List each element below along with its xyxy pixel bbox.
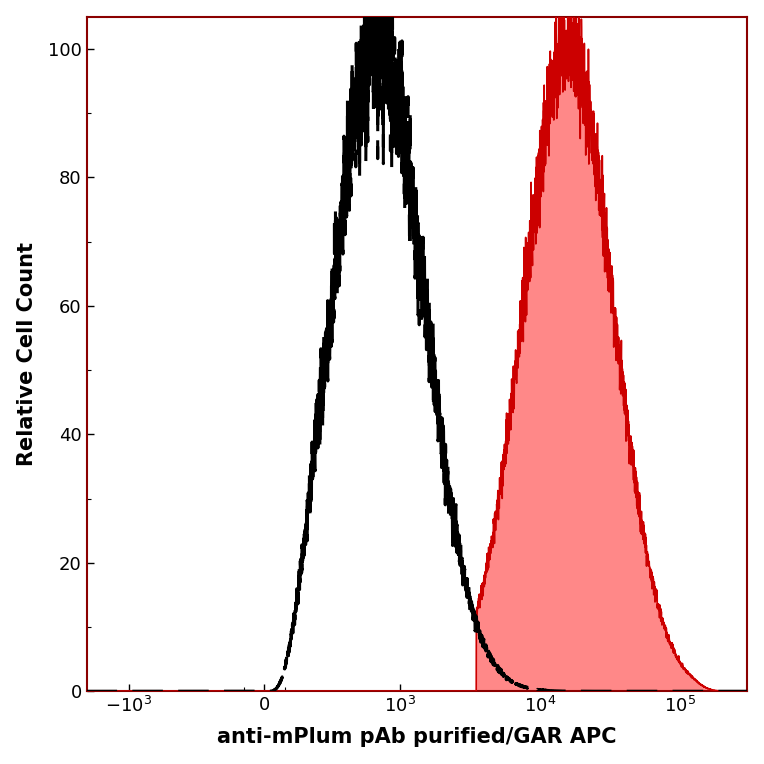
X-axis label: anti-mPlum pAb purified/GAR APC: anti-mPlum pAb purified/GAR APC xyxy=(217,727,617,747)
Y-axis label: Relative Cell Count: Relative Cell Count xyxy=(17,242,37,466)
